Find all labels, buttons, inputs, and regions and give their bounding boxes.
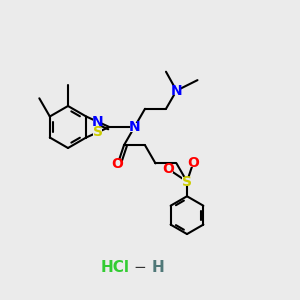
FancyBboxPatch shape [164,164,172,173]
Text: O: O [112,157,124,171]
FancyBboxPatch shape [172,86,181,95]
FancyBboxPatch shape [182,177,191,186]
Text: HCl: HCl [101,260,130,275]
FancyBboxPatch shape [113,160,122,169]
Text: S: S [93,125,103,139]
Text: O: O [162,162,174,176]
Text: N: N [171,84,182,98]
FancyBboxPatch shape [93,128,102,137]
FancyBboxPatch shape [130,122,139,131]
Text: O: O [187,156,199,170]
FancyBboxPatch shape [189,158,198,167]
Text: S: S [182,175,192,189]
Text: N: N [129,120,140,134]
FancyBboxPatch shape [93,117,102,126]
Text: −: − [134,260,146,275]
Text: H: H [152,260,165,275]
Text: N: N [92,115,103,129]
